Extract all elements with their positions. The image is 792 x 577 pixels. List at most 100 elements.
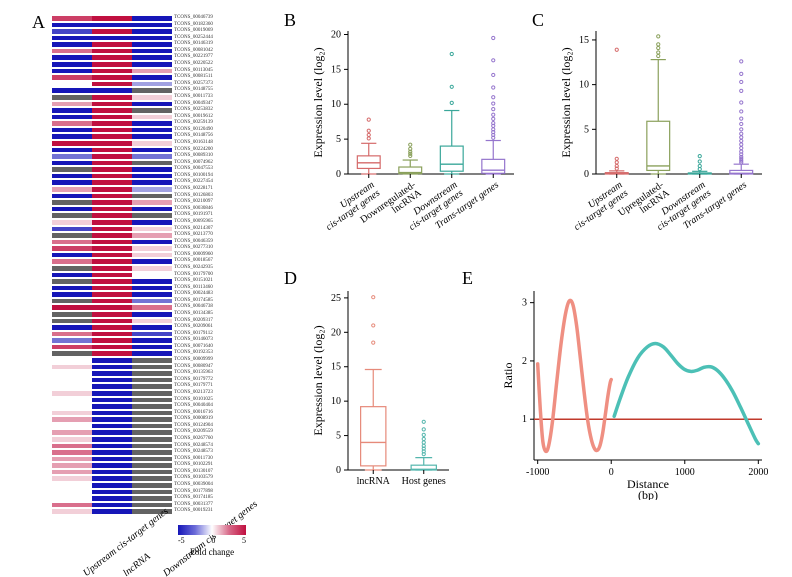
heatmap-cell xyxy=(92,318,132,325)
heatmap-cell xyxy=(52,397,92,404)
heatmap-cell xyxy=(92,28,132,35)
heatmap-cell xyxy=(92,502,132,509)
heatmap-row-label: TCONS_00008919 xyxy=(174,416,213,423)
heatmap-row-label: TCONS_00213770 xyxy=(174,232,213,239)
heatmap-columns xyxy=(52,15,172,515)
heatmap-cell xyxy=(132,68,172,75)
heatmap-cell xyxy=(52,495,92,502)
svg-text:10: 10 xyxy=(331,99,341,110)
heatmap-cell xyxy=(132,35,172,42)
heatmap-row-label: TCONS_00049347 xyxy=(174,101,213,108)
heatmap-row-label: TCONS_00210097 xyxy=(174,199,213,206)
heatmap-cell xyxy=(52,469,92,476)
heatmap-row-label: TCONS_00191971 xyxy=(174,212,213,219)
heatmap-cell xyxy=(92,81,132,88)
heatmap-row-label: TCONS_00163148 xyxy=(174,140,213,147)
heatmap-cell xyxy=(132,101,172,108)
heatmap-row-label: TCONS_00214307 xyxy=(174,226,213,233)
heatmap-cell xyxy=(92,265,132,272)
heatmap-cell xyxy=(52,107,92,114)
heatmap-row-label: TCONS_00209317 xyxy=(174,318,213,325)
svg-text:5: 5 xyxy=(336,431,341,442)
heatmap-row-label: TCONS_00124904 xyxy=(174,423,213,430)
heatmap-row-label: TCONS_00019069 xyxy=(174,28,213,35)
heatmap-cell xyxy=(92,436,132,443)
svg-text:15: 15 xyxy=(331,362,341,373)
heatmap-cell xyxy=(132,28,172,35)
heatmap-cell xyxy=(132,186,172,193)
heatmap-cell xyxy=(132,291,172,298)
panel-label-E: E xyxy=(462,268,473,289)
heatmap-cell xyxy=(92,469,132,476)
svg-text:0: 0 xyxy=(336,465,341,476)
heatmap-cell xyxy=(132,429,172,436)
heatmap-cell xyxy=(92,147,132,154)
heatmap-cell xyxy=(52,147,92,154)
heatmap-cell xyxy=(132,469,172,476)
heatmap-cell xyxy=(52,403,92,410)
heatmap-cell xyxy=(132,219,172,226)
svg-text:2: 2 xyxy=(522,356,527,367)
heatmap-cell xyxy=(52,456,92,463)
heatmap-cell xyxy=(132,337,172,344)
heatmap-cell xyxy=(92,357,132,364)
heatmap-row-label: TCONS_00192353 xyxy=(174,350,213,357)
heatmap-column xyxy=(52,15,92,515)
svg-text:2000: 2000 xyxy=(748,467,768,478)
heatmap-cell xyxy=(132,298,172,305)
heatmap-cell xyxy=(132,364,172,371)
heatmap-cell xyxy=(92,403,132,410)
heatmap-cell xyxy=(92,482,132,489)
heatmap-cell xyxy=(132,140,172,147)
heatmap-column xyxy=(132,15,172,515)
heatmap-cell xyxy=(52,489,92,496)
box xyxy=(688,155,711,174)
heatmap-gradient xyxy=(178,525,246,535)
svg-text:15: 15 xyxy=(331,64,341,75)
heatmap-cell xyxy=(132,456,172,463)
svg-text:Expression level (log₂): Expression level (log₂) xyxy=(311,325,325,435)
heatmap-cell xyxy=(52,475,92,482)
heatmap-legend-ticks: -505 xyxy=(178,536,246,545)
heatmap-cell xyxy=(132,206,172,213)
heatmap-cell xyxy=(92,160,132,167)
heatmap-cell xyxy=(92,495,132,502)
heatmap-row-label: TCONS_00103579 xyxy=(174,475,213,482)
heatmap-row-label: TCONS_00253832 xyxy=(174,107,213,114)
panel-label-C: C xyxy=(532,10,544,31)
heatmap-row-label: TCONS_00019612 xyxy=(174,114,213,121)
heatmap-cell xyxy=(92,94,132,101)
svg-text:10: 10 xyxy=(331,396,341,407)
heatmap-cell xyxy=(52,443,92,450)
heatmap-cell xyxy=(132,475,172,482)
heatmap-row-label: TCONS_00179771 xyxy=(174,383,213,390)
heatmap-row-label: TCONS_00071640 xyxy=(174,344,213,351)
heatmap-row-label: TCONS_00074962 xyxy=(174,160,213,167)
heatmap-row-label: TCONS_00011730 xyxy=(174,456,213,463)
heatmap-cell xyxy=(132,311,172,318)
heatmap-cell xyxy=(52,390,92,397)
heatmap-cell xyxy=(132,226,172,233)
heatmap-row-label: TCONS_00209061 xyxy=(174,324,213,331)
heatmap-cell xyxy=(132,193,172,200)
series-line xyxy=(614,343,758,443)
heatmap-cell xyxy=(92,22,132,29)
heatmap-row-label: TCONS_00135963 xyxy=(174,370,213,377)
heatmap-cell xyxy=(52,160,92,167)
heatmap-cell xyxy=(92,304,132,311)
panel-B-boxplot: 05101520Expression level (log₂)Upstreamc… xyxy=(310,25,520,230)
heatmap-cell xyxy=(92,291,132,298)
heatmap-row-label: TCONS_00130107 xyxy=(174,469,213,476)
heatmap-cell xyxy=(132,377,172,384)
svg-text:Expression level (log₂): Expression level (log₂) xyxy=(311,47,325,157)
heatmap-cell xyxy=(52,219,92,226)
svg-text:0: 0 xyxy=(584,169,589,180)
heatmap-row-label: TCONS_00146319 xyxy=(174,41,213,48)
heatmap-cell xyxy=(132,173,172,180)
heatmap-row-label: TCONS_00095965 xyxy=(174,219,213,226)
heatmap-row-label: TCONS_00009999 xyxy=(174,357,213,364)
heatmap-cell xyxy=(92,87,132,94)
heatmap-cell xyxy=(92,429,132,436)
box xyxy=(361,296,386,470)
heatmap-row-label: TCONS_00248574 xyxy=(174,443,213,450)
